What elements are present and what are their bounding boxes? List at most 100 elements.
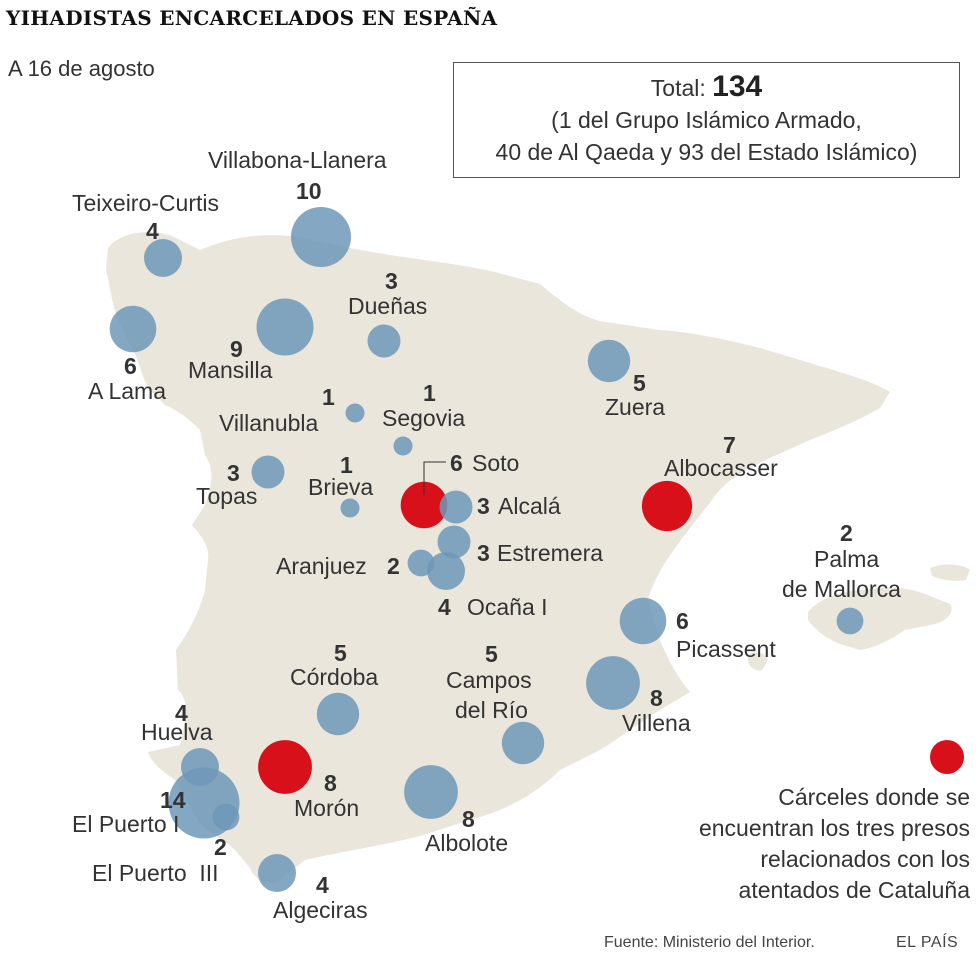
spain-mainland	[106, 232, 890, 884]
label-albocasser: Albocasser	[664, 455, 778, 481]
bubble-dueñas	[367, 324, 401, 358]
count-soto: 6	[450, 450, 463, 476]
total-breakdown-line-1: (1 del Grupo Islámico Armado,	[551, 107, 862, 133]
bubble-picassent	[619, 597, 667, 645]
count-albolote: 8	[462, 806, 475, 832]
label-soto: Soto	[472, 450, 520, 476]
bubble-córdoba	[316, 692, 360, 736]
brand-name: EL PAÍS	[896, 934, 959, 951]
label-mansilla: Mansilla	[188, 357, 273, 383]
legend-line-2: encuentran los tres presos	[698, 815, 970, 841]
count-cordoba: 5	[334, 640, 347, 666]
bubble-zuera	[587, 339, 631, 383]
label-teixeiro-curtis: Teixeiro-Curtis	[72, 190, 219, 216]
count-albocasser: 7	[723, 432, 736, 458]
count-ocana: 4	[438, 594, 451, 620]
bubble-segovia	[393, 436, 413, 456]
count-zuera: 5	[633, 370, 646, 396]
bubble-topas	[251, 455, 285, 489]
count-alcala: 3	[477, 493, 490, 519]
label-campos-line1: Campos	[446, 667, 532, 693]
label-segovia: Segovia	[382, 405, 466, 431]
soto-leader-line	[423, 461, 446, 495]
count-el-puerto-iii: 2	[214, 834, 227, 860]
bubble-albocasser	[641, 480, 693, 532]
bubble-el-puerto-iii	[212, 803, 240, 831]
count-huelva: 4	[175, 700, 188, 726]
page-title: YIHADISTAS ENCARCELADOS EN ESPAÑA	[6, 6, 498, 30]
bubble-aranjuez	[407, 549, 435, 577]
count-el-puerto-i: 14	[160, 787, 186, 813]
bubble-palma-de-mallorca	[836, 607, 864, 635]
ibiza-island	[748, 652, 768, 671]
label-el-puerto-i: El Puerto I	[72, 811, 180, 837]
label-topas: Topas	[196, 483, 258, 509]
count-aranjuez: 2	[387, 553, 400, 579]
page-subtitle: A 16 de agosto	[8, 56, 155, 81]
label-alcala: Alcalá	[498, 493, 561, 519]
label-zuera: Zuera	[605, 394, 666, 420]
label-aranjuez: Aranjuez	[276, 553, 367, 579]
bubble-algeciras	[258, 854, 296, 892]
bubble-mansilla	[256, 298, 314, 356]
bubble-brieva	[340, 498, 360, 518]
count-moron: 8	[324, 770, 337, 796]
bubble-teixeiro-curtis	[144, 239, 182, 277]
label-albolote: Albolote	[425, 830, 509, 856]
count-segovia: 1	[423, 380, 436, 406]
bubble-villanubla	[345, 403, 365, 423]
legend-text: Cárceles donde se encuentran los tres pr…	[640, 782, 970, 906]
count-brieva: 1	[340, 452, 353, 478]
total-breakdown-line-2: 40 de Al Qaeda y 93 del Estado Islámico)	[495, 139, 918, 165]
count-villena: 8	[650, 685, 663, 711]
count-topas: 3	[227, 460, 240, 486]
count-palma: 2	[840, 520, 853, 546]
label-ocana: Ocaña I	[467, 594, 548, 620]
label-villanubla: Villanubla	[219, 410, 319, 436]
bubble-a-lama	[109, 305, 157, 353]
bubble-campos-del-río	[501, 721, 545, 765]
label-a-lama: A Lama	[88, 378, 166, 404]
count-a-lama: 6	[124, 353, 137, 379]
bubble-soto	[400, 481, 448, 529]
total-value: 134	[712, 70, 763, 103]
legend-line-1: Cárceles donde se	[778, 784, 970, 810]
mallorca-island	[808, 587, 952, 650]
label-villabona-llanera: Villabona-Llanera	[208, 147, 387, 173]
label-moron: Morón	[294, 795, 360, 821]
count-villanubla: 1	[322, 384, 335, 410]
label-palma-line2: de Mallorca	[782, 576, 901, 602]
count-algeciras: 4	[316, 872, 329, 898]
bubble-albolote	[404, 765, 458, 819]
land-shapes	[106, 232, 970, 884]
label-algeciras: Algeciras	[273, 897, 368, 923]
label-duenas: Dueñas	[348, 293, 428, 319]
bubble-estremera	[437, 525, 471, 559]
count-estremera: 3	[477, 540, 490, 566]
menorca-island	[930, 564, 970, 581]
legend-line-3: relacionados con los	[760, 846, 970, 872]
count-mansilla: 9	[230, 336, 243, 362]
label-estremera: Estremera	[497, 540, 604, 566]
source-note: Fuente: Ministerio del Interior.	[604, 934, 815, 951]
count-picassent: 6	[676, 608, 689, 634]
bubble-villena	[586, 656, 640, 710]
legend-line-4: atentados de Cataluña	[738, 877, 970, 903]
count-duenas: 3	[385, 268, 398, 294]
total-line: Total: 134	[454, 71, 959, 104]
label-brieva: Brieva	[308, 474, 374, 500]
bubble-ocaña-i	[427, 552, 465, 590]
prison-bubbles	[109, 207, 864, 892]
label-palma-line1: Palma	[814, 546, 880, 572]
total-box: Total: 134 (1 del Grupo Islámico Armado,…	[453, 62, 960, 178]
bubble-morón	[258, 740, 312, 794]
count-villabona-llanera: 10	[296, 178, 322, 204]
bubble-villabona-llanera	[291, 207, 351, 267]
bubble-alcalá	[439, 490, 473, 524]
bubble-huelva	[181, 748, 219, 786]
total-label: Total:	[650, 75, 706, 101]
legend-red-dot	[930, 740, 964, 774]
label-el-puerto-iii: El Puerto III	[92, 860, 219, 886]
label-campos-line2: del Río	[455, 697, 528, 723]
